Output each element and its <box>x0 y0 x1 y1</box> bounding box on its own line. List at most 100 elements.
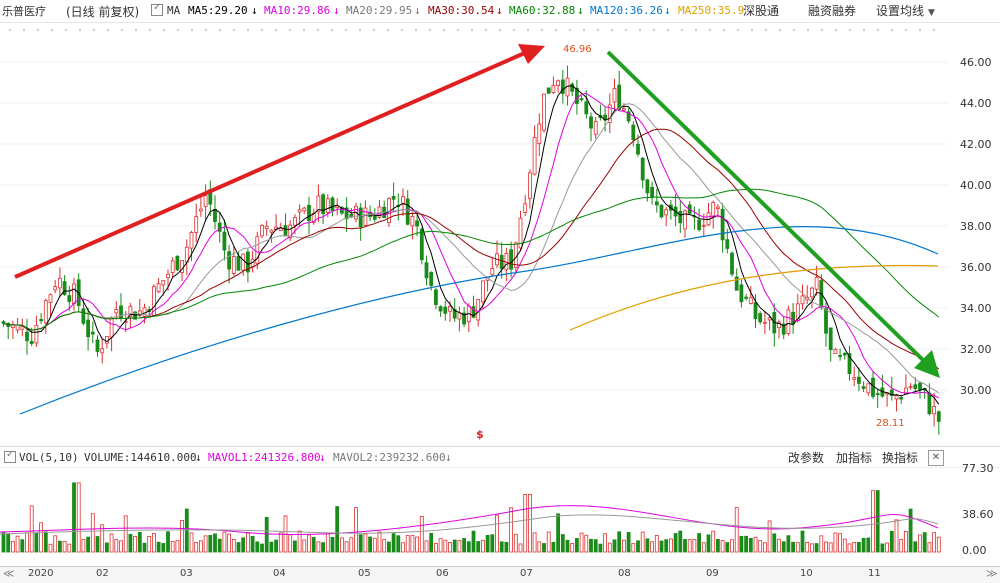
time-tick: 07 <box>520 568 533 579</box>
volume-bar <box>241 537 246 553</box>
ma-toggle-checkbox[interactable]: ✓ <box>151 2 163 16</box>
candle-body <box>720 209 725 241</box>
scroll-left-icon[interactable]: ≪ <box>3 567 15 580</box>
candle-body <box>401 196 405 204</box>
candle-body <box>824 308 828 334</box>
volume-bar <box>908 508 913 553</box>
ma120-value: MA120:36.26 <box>590 4 663 17</box>
candle-body <box>288 224 293 239</box>
event-dot <box>526 28 530 32</box>
candle-body <box>480 280 485 303</box>
change-params-button[interactable]: 改参数 <box>788 451 825 465</box>
candlestick-chart[interactable] <box>0 22 1000 446</box>
volume-bar <box>105 542 109 553</box>
event-dot <box>8 28 12 32</box>
event-dot <box>358 28 362 32</box>
event-dot <box>708 28 712 32</box>
event-dot <box>512 28 516 32</box>
candle-body <box>419 228 424 261</box>
candle-body <box>325 198 330 213</box>
candle-body <box>236 255 241 271</box>
candle-body <box>278 227 283 231</box>
candle-body <box>81 308 86 324</box>
event-marker[interactable]: $ <box>476 428 484 441</box>
moving-average-line <box>3 128 940 370</box>
volume-bar <box>523 493 528 553</box>
time-tick: 2020 <box>28 568 54 579</box>
uptrend-arrow-shaft <box>14 50 528 279</box>
candle-body <box>763 321 767 324</box>
candle-body <box>579 98 584 101</box>
candle-body <box>546 87 551 94</box>
candle-body <box>166 273 170 278</box>
scroll-right-icon[interactable]: ≫ <box>986 567 998 580</box>
candle-body <box>415 220 420 227</box>
volume-bar <box>391 533 396 553</box>
volume-tick: 0.00 <box>962 544 987 557</box>
volume-bar <box>198 540 203 553</box>
volume-bar <box>466 541 471 553</box>
volume-bar <box>706 534 711 553</box>
event-dot <box>120 28 124 32</box>
candle-body <box>645 179 650 194</box>
volume-chart[interactable]: 77.30 38.60 0.00 <box>0 462 1000 566</box>
price-tick: 40.00 <box>960 179 992 192</box>
volume-bar <box>114 539 119 553</box>
volume-bar <box>372 537 377 553</box>
candle-body <box>781 323 786 335</box>
event-dot <box>456 28 460 32</box>
shen-gu-tong-button[interactable]: 深股通 <box>743 4 780 18</box>
close-icon[interactable]: ✕ <box>928 450 944 466</box>
volume-bar <box>170 541 175 553</box>
volume-bars[interactable] <box>0 466 1000 566</box>
volume-bar <box>683 539 687 553</box>
candle-body <box>650 186 654 198</box>
candle-body <box>678 210 683 224</box>
candle-body <box>161 280 166 286</box>
moving-average-line <box>3 188 940 331</box>
volume-bar <box>72 482 76 553</box>
candle-body <box>659 204 664 218</box>
volume-bar <box>603 533 607 553</box>
time-tick: 09 <box>706 568 719 579</box>
volume-bar <box>734 507 739 553</box>
volume-bar <box>842 538 847 553</box>
mavol1-value: MAVOL1:241326.800 <box>208 451 321 464</box>
volume-bar <box>260 543 264 553</box>
volume-bar <box>457 540 462 553</box>
volume-bar <box>560 534 565 553</box>
volume-bar <box>617 531 622 553</box>
event-dot <box>666 28 670 32</box>
time-tick: 02 <box>96 568 109 579</box>
volume-bar <box>570 543 575 553</box>
volume-bar <box>433 543 438 553</box>
candle-body <box>457 312 462 320</box>
volume-bar <box>645 538 650 553</box>
volume-bar <box>264 517 269 553</box>
event-dot <box>386 28 390 32</box>
margin-trading-button[interactable]: 融资融券 <box>808 4 857 18</box>
volume-bar <box>871 490 875 553</box>
add-indicator-button[interactable]: 加指标 <box>836 451 873 465</box>
switch-indicator-button[interactable]: 换指标 <box>882 451 919 465</box>
volume-bar <box>598 543 603 553</box>
ma-prefix: MA <box>167 4 181 17</box>
ma-settings-button[interactable]: 设置均线 ▼ <box>876 2 935 19</box>
candle-body <box>636 143 640 155</box>
candle-body <box>114 309 119 314</box>
volume-bar <box>344 541 349 553</box>
candle-body <box>622 108 626 111</box>
time-tick: 04 <box>273 568 286 579</box>
volume-bar <box>476 541 481 553</box>
event-dot <box>288 28 292 32</box>
candle-body <box>307 204 311 222</box>
volume-bar <box>147 536 152 553</box>
volume-bar <box>847 543 852 553</box>
candle-body <box>753 302 758 320</box>
volume-bar <box>274 539 279 553</box>
candle-body <box>443 306 448 314</box>
volume-bar <box>697 533 701 553</box>
price-chart[interactable]: 46.96 28.11 $ 46.00 44.00 42.00 40.00 38… <box>0 22 1000 446</box>
volume-bar <box>128 533 133 553</box>
volume-toggle-checkbox[interactable]: ✓ <box>4 449 16 463</box>
